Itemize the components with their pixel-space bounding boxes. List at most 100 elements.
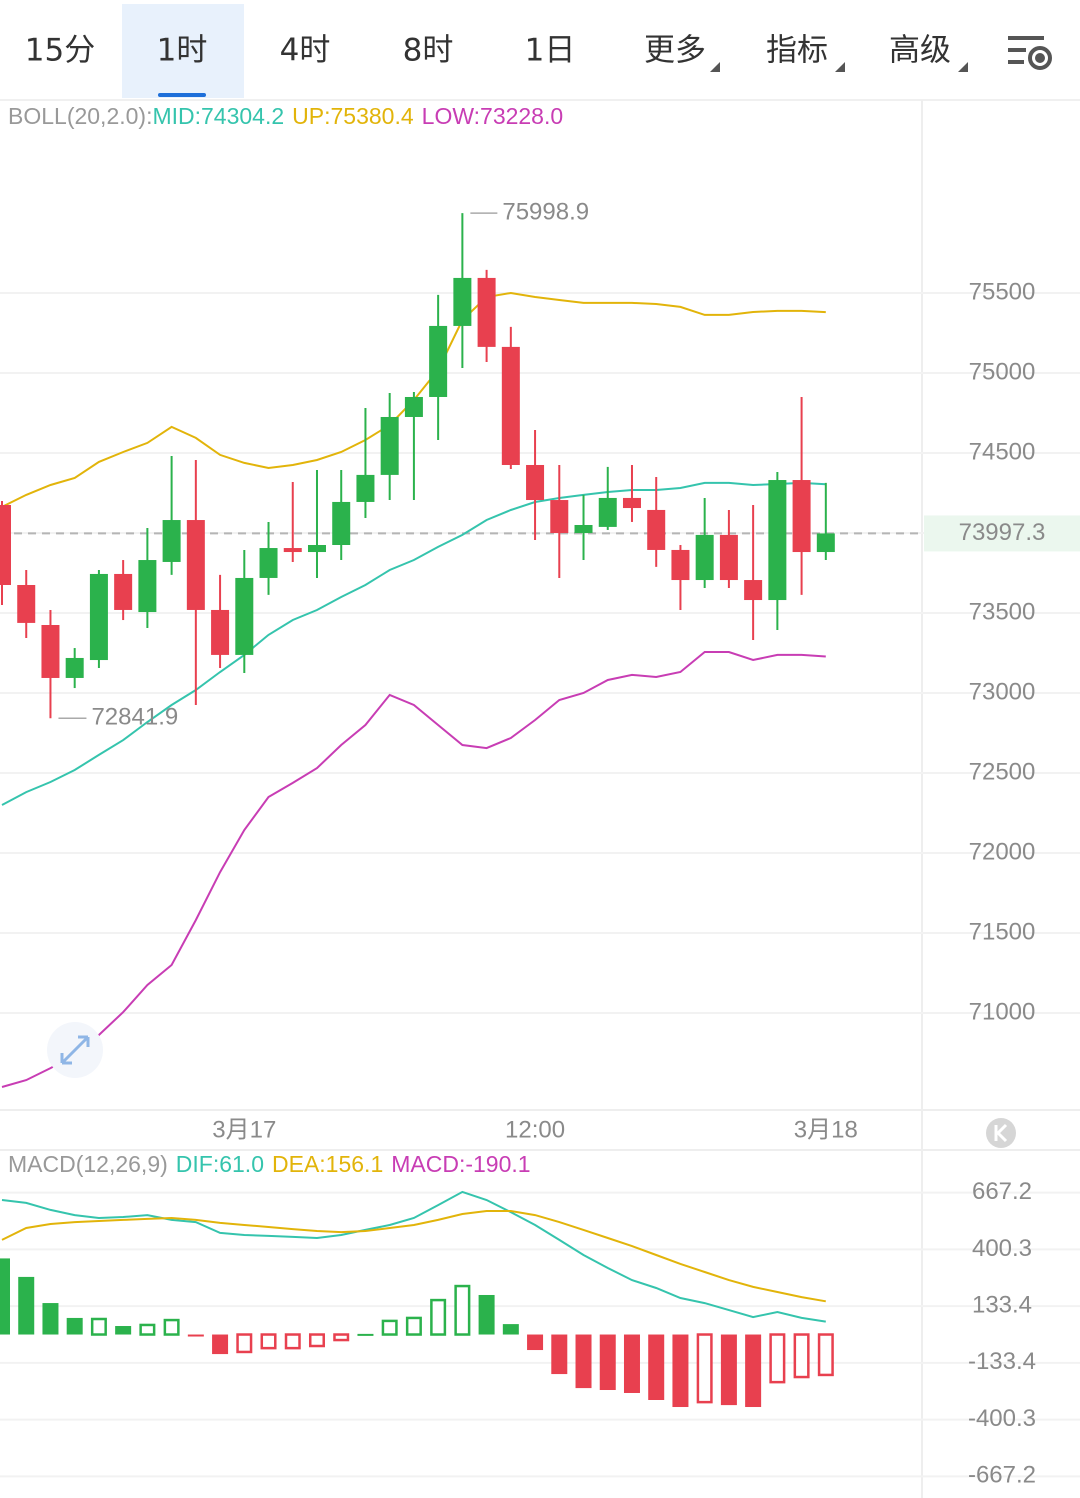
x-tick-label: 12:00 [505,1116,565,1143]
scroll-to-latest-icon[interactable] [986,1118,1016,1148]
macd-bar [115,1326,132,1335]
candle-body [526,464,545,501]
tab[interactable]: 指标 [766,33,828,69]
y-tick-label: 72000 [969,838,1036,865]
candle-body [162,520,181,562]
legend-entry: UP:75380.4 [292,103,414,129]
macd-bar [696,1333,713,1404]
legend-entry: LOW:73228.0 [422,103,564,129]
y-tick-label: 667.2 [972,1178,1032,1205]
candle-body [550,500,569,533]
legend-entry: DIF:61.0 [176,1151,264,1177]
plot [0,213,922,1408]
candle-body [453,277,472,326]
macd-bar [212,1334,229,1355]
macd-bar [599,1334,616,1391]
macd-bar [648,1334,665,1400]
tab[interactable]: 更多 [644,33,706,69]
y-tick-label: 75500 [969,278,1036,305]
candle-body [574,524,593,533]
indicator-legend: MACD(12,26,9) DIF:61.0 DEA:156.1 MACD:-190.… [8,1151,531,1177]
legend-entry: MACD:-190.1 [391,1151,530,1177]
candle-body [477,277,496,347]
macd-bar [0,1258,10,1335]
candle-body [816,533,835,553]
macd-bar [357,1333,374,1336]
candle-body [429,325,448,397]
indicator-legend: BOLL(20,2.0):MID:74304.2 UP:75380.4 LOW:73… [8,103,563,129]
candle-body [404,396,423,417]
candle-body [768,480,787,601]
candle-body [719,534,738,581]
macd-bar [430,1298,447,1336]
candle-body [186,520,205,610]
tab[interactable]: 15分 [25,33,95,69]
y-tick-label: 71000 [969,998,1036,1025]
candle-body [332,501,351,545]
candle-body [114,573,133,610]
tab[interactable]: 4时 [280,33,331,69]
macd-bar [260,1333,277,1350]
tab-bar [122,4,1052,98]
min-label: 72841.9 [91,704,178,731]
tab[interactable]: 1时 [157,33,208,69]
macd-bar [139,1323,156,1336]
candle-body [41,625,60,678]
tab[interactable]: 8时 [403,33,454,69]
macd-bar [793,1333,810,1379]
candle-body [744,580,763,601]
dropdown-mark [835,62,845,72]
candle-body [17,584,36,623]
macd-bar [817,1333,834,1377]
dropdown-mark [710,62,720,72]
macd-bar [720,1334,737,1406]
indicator-name: BOLL(20,2.0): [8,103,152,129]
candle-body [792,480,811,553]
x-tick-label: 3月17 [212,1116,276,1143]
macd-bar [381,1319,398,1336]
candle-body [671,549,690,581]
macd-bar [66,1317,83,1335]
macd-bar [187,1334,204,1337]
candle-body [259,548,278,578]
grid [0,291,1080,1478]
max-label: 75998.9 [502,198,589,225]
macd-bar [551,1334,568,1375]
x-tick-label: 3月18 [794,1116,858,1143]
macd-bar [308,1333,325,1348]
band-line [1,481,826,806]
candle-body [695,534,714,581]
candle-body [307,544,326,553]
candle-body [89,573,108,661]
macd-bar [18,1276,35,1335]
candle-body [65,657,84,678]
y-tick-label: 75000 [969,358,1036,385]
expand-icon[interactable] [47,1022,103,1078]
candle-body [647,509,666,550]
tab[interactable]: 高级 [889,33,951,69]
macd-bar [284,1333,301,1350]
selected-tab-bg [122,4,244,98]
macd-bar [42,1303,59,1335]
y-tick-label: 73500 [969,598,1036,625]
macd-bar [333,1333,350,1342]
candle-body [501,346,520,465]
candle-body [283,548,302,553]
candle-body [138,560,157,613]
tab[interactable]: 1日 [525,33,576,69]
dropdown-mark [958,62,968,72]
last-price-box [924,515,1080,552]
legend-entry: DEA:156.1 [272,1151,383,1177]
candle-body [380,416,399,475]
macd-bar [405,1316,422,1336]
candle-body [211,609,230,655]
candle-body [0,504,11,585]
settings-icon[interactable] [1008,36,1052,70]
macd-bar [90,1317,107,1336]
y-tick-label: 72500 [969,758,1036,785]
y-tick-label: 400.3 [972,1235,1032,1262]
macd-bar [527,1334,544,1351]
macd-bar [163,1318,180,1336]
